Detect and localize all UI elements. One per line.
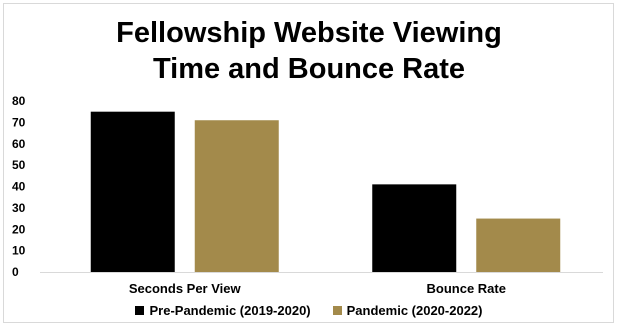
y-tick-label-7: 70	[12, 115, 26, 129]
bar-series-0-category-1	[372, 184, 457, 272]
chart-title-line-2: Time and Bounce Rate	[152, 53, 466, 85]
y-tick-label-6: 60	[12, 137, 26, 151]
bar-series-1-category-1	[476, 218, 561, 272]
y-tick-label-3: 30	[12, 201, 26, 215]
legend-label-series-1: Pandemic (2020-2022)	[346, 303, 483, 318]
y-tick-label-5: 50	[12, 158, 26, 172]
legend-swatch-series-1	[332, 306, 342, 315]
x-category-label-0: Seconds Per View	[129, 281, 242, 296]
y-tick-label-1: 10	[12, 244, 26, 258]
legend-label-series-0: Pre-Pandemic (2019-2020)	[149, 303, 311, 318]
bar-series-0-category-0	[90, 111, 175, 272]
y-tick-label-0: 0	[12, 265, 19, 279]
bar-series-1-category-0	[194, 120, 279, 272]
x-category-label-1: Bounce Rate	[427, 281, 506, 296]
chart-title-line-1: Fellowship Website Viewing	[116, 17, 502, 49]
legend-swatch-series-0	[135, 306, 145, 315]
y-tick-label-4: 40	[12, 180, 26, 194]
y-tick-label-2: 20	[12, 222, 26, 236]
y-tick-label-8: 80	[12, 94, 26, 108]
legend-item-series-0: Pre-Pandemic (2019-2020)	[135, 303, 311, 318]
legend: Pre-Pandemic (2019-2020) Pandemic (2020-…	[0, 303, 618, 318]
legend-item-series-1: Pandemic (2020-2022)	[332, 303, 483, 318]
